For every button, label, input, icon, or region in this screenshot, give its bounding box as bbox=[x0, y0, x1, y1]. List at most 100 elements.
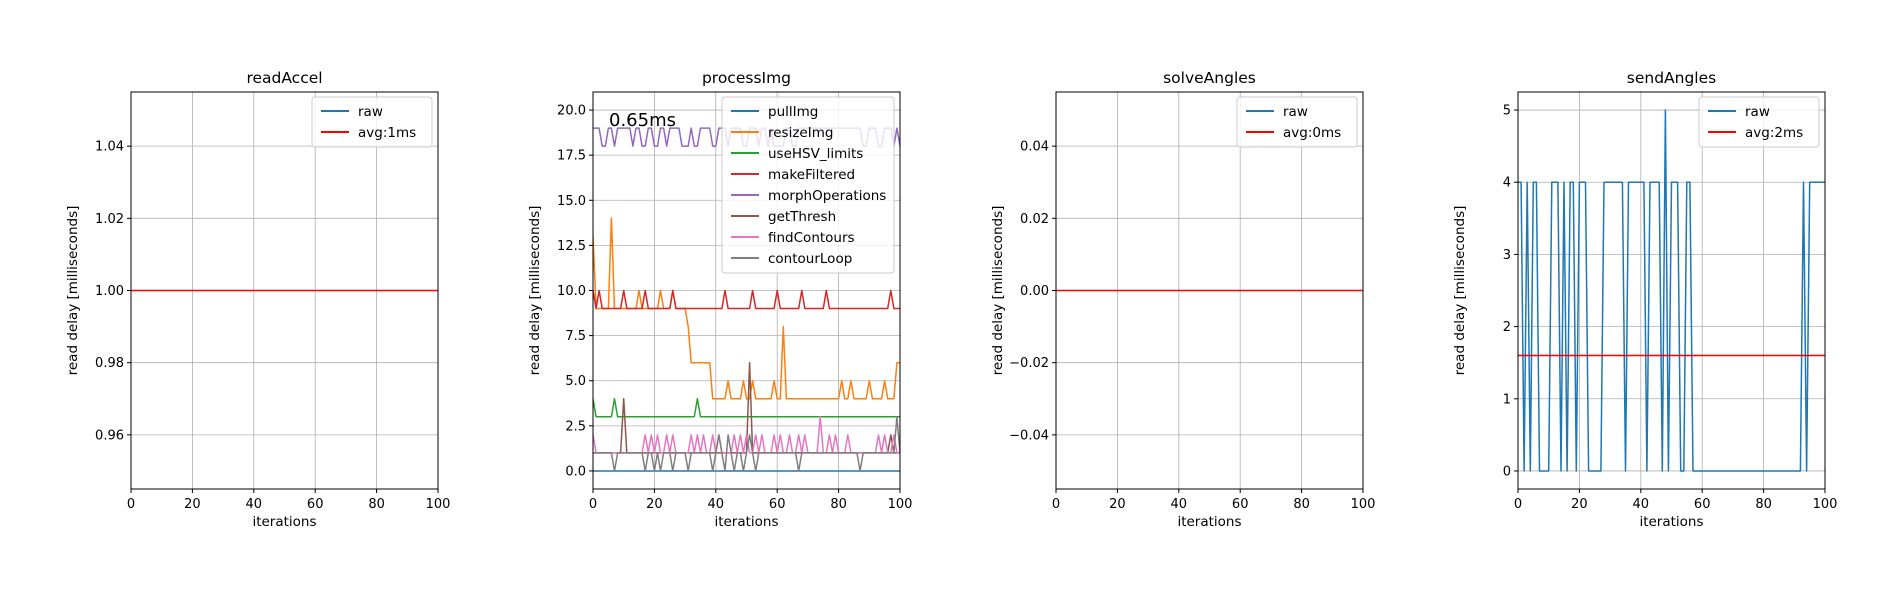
legend-label: raw bbox=[358, 104, 383, 120]
y-tick-label: 4 bbox=[1503, 176, 1511, 191]
x-tick-label: 100 bbox=[426, 497, 451, 512]
chart-title: processImg bbox=[702, 69, 791, 87]
annotation-text: 0.65ms bbox=[609, 110, 676, 131]
legend-label: makeFiltered bbox=[768, 167, 855, 183]
legend-label: raw bbox=[1283, 104, 1308, 120]
y-tick-label: 0.0 bbox=[565, 464, 586, 479]
x-tick-label: 80 bbox=[830, 497, 847, 512]
y-tick-label: 1.04 bbox=[95, 140, 124, 155]
y-tick-label: 7.5 bbox=[565, 329, 586, 344]
legend-box bbox=[311, 96, 433, 148]
x-tick-label: 60 bbox=[769, 497, 786, 512]
y-tick-label: 1 bbox=[1503, 392, 1511, 407]
chart-title: solveAngles bbox=[1163, 69, 1256, 87]
y-tick-label: 0.98 bbox=[95, 356, 124, 371]
legend-label: findContours bbox=[768, 230, 855, 246]
chart-title: sendAngles bbox=[1627, 69, 1716, 87]
series-line-getThresh bbox=[593, 361, 900, 454]
legend: raw avg:1ms bbox=[311, 96, 433, 148]
legend-label: resizeImg bbox=[768, 125, 833, 141]
x-tick-label: 80 bbox=[1293, 497, 1310, 512]
y-tick-label: −0.02 bbox=[1009, 356, 1049, 371]
chart-readAccel: 0 20 40 60 80 100 0.96 0.98 1.00 1.02 1.04 readAcce… bbox=[65, 69, 450, 530]
legend-label: morphOperations bbox=[768, 188, 886, 204]
legend: raw avg:2ms bbox=[1698, 96, 1820, 148]
x-axis-label: iterations bbox=[1177, 514, 1241, 530]
y-axis-label: read delay [milliseconds] bbox=[527, 206, 543, 376]
legend-box bbox=[1236, 96, 1358, 148]
x-tick-label: 0 bbox=[589, 497, 597, 512]
y-axis-label: read delay [milliseconds] bbox=[1452, 206, 1468, 376]
x-tick-label: 40 bbox=[1633, 497, 1650, 512]
y-tick-label: 12.5 bbox=[557, 239, 586, 254]
x-tick-label: 60 bbox=[307, 497, 324, 512]
x-tick-label: 100 bbox=[1351, 497, 1376, 512]
legend-label: raw bbox=[1745, 104, 1770, 120]
x-tick-label: 20 bbox=[1571, 497, 1588, 512]
x-tick-label: 80 bbox=[368, 497, 385, 512]
x-axis-label: iterations bbox=[714, 514, 778, 530]
legend-label: useHSV_limits bbox=[768, 146, 863, 162]
series-line-findContours bbox=[593, 416, 900, 454]
x-tick-label: 100 bbox=[888, 497, 913, 512]
y-tick-label: 5.0 bbox=[565, 374, 586, 389]
y-tick-label: 0 bbox=[1503, 464, 1511, 479]
x-tick-label: 20 bbox=[646, 497, 663, 512]
x-tick-label: 100 bbox=[1813, 497, 1838, 512]
legend-label: avg:1ms bbox=[358, 125, 416, 141]
legend-label: avg:0ms bbox=[1283, 125, 1341, 141]
y-tick-label: 2.5 bbox=[565, 419, 586, 434]
x-tick-label: 80 bbox=[1755, 497, 1772, 512]
x-tick-label: 40 bbox=[246, 497, 263, 512]
x-tick-label: 40 bbox=[708, 497, 725, 512]
x-tick-label: 0 bbox=[127, 497, 135, 512]
axes-frame bbox=[1517, 91, 1826, 490]
legend-box bbox=[1698, 96, 1820, 148]
legend-label: getThresh bbox=[768, 209, 836, 225]
x-axis-label: iterations bbox=[252, 514, 316, 530]
x-tick-label: 40 bbox=[1171, 497, 1188, 512]
x-axis-label: iterations bbox=[1639, 514, 1703, 530]
y-tick-label: 20.0 bbox=[557, 104, 586, 119]
legend-label: pullImg bbox=[768, 104, 818, 120]
plot-area bbox=[1518, 109, 1825, 472]
chart-solveAngles: 0 20 40 60 80 100 −0.04 −0.02 0.00 0.02 0.04 solveA… bbox=[990, 69, 1375, 530]
y-tick-label: 10.0 bbox=[557, 284, 586, 299]
x-tick-label: 60 bbox=[1232, 497, 1249, 512]
series-line-useHSV_limits bbox=[593, 398, 900, 418]
x-tick-label: 60 bbox=[1694, 497, 1711, 512]
y-tick-label: 5 bbox=[1503, 104, 1511, 119]
plot-area bbox=[593, 127, 900, 472]
y-axis-label: read delay [milliseconds] bbox=[990, 206, 1006, 376]
x-tick-label: 0 bbox=[1052, 497, 1060, 512]
legend-label: avg:2ms bbox=[1745, 125, 1803, 141]
y-tick-label: 15.0 bbox=[557, 194, 586, 209]
y-tick-label: 1.00 bbox=[95, 284, 124, 299]
chart-sendAngles: 0 20 40 60 80 100 0 1 2 3 4 5 sendAngles iterations re… bbox=[1452, 69, 1837, 530]
series-line-makeFiltered bbox=[593, 289, 900, 310]
series-line-resizeImg bbox=[593, 217, 900, 400]
y-tick-label: −0.04 bbox=[1009, 428, 1049, 443]
y-tick-label: 0.00 bbox=[1020, 284, 1049, 299]
y-tick-label: 0.02 bbox=[1020, 212, 1049, 227]
chart-title: readAccel bbox=[246, 69, 322, 87]
y-tick-label: 2 bbox=[1503, 320, 1511, 335]
legend-box bbox=[721, 96, 895, 274]
x-tick-label: 0 bbox=[1514, 497, 1522, 512]
x-tick-label: 20 bbox=[184, 497, 201, 512]
y-tick-label: 17.5 bbox=[557, 149, 586, 164]
series-line-contourLoop bbox=[593, 416, 900, 472]
y-tick-label: 3 bbox=[1503, 248, 1511, 263]
y-axis-label: read delay [milliseconds] bbox=[65, 206, 81, 376]
x-tick-label: 20 bbox=[1109, 497, 1126, 512]
y-tick-label: 0.96 bbox=[95, 428, 124, 443]
chart-processImg: 0 20 40 60 80 100 0.0 2.5 5.0 7.5 10.0 12.5 15.0 17.5… bbox=[527, 69, 912, 530]
legend-label: contourLoop bbox=[768, 251, 852, 267]
legend: raw avg:0ms bbox=[1236, 96, 1358, 148]
y-tick-label: 0.04 bbox=[1020, 140, 1049, 155]
series-line-raw bbox=[1518, 109, 1825, 472]
legend: pullImg resizeImg useHSV_limits makeFiltere… bbox=[721, 96, 895, 274]
y-tick-label: 1.02 bbox=[95, 212, 124, 227]
